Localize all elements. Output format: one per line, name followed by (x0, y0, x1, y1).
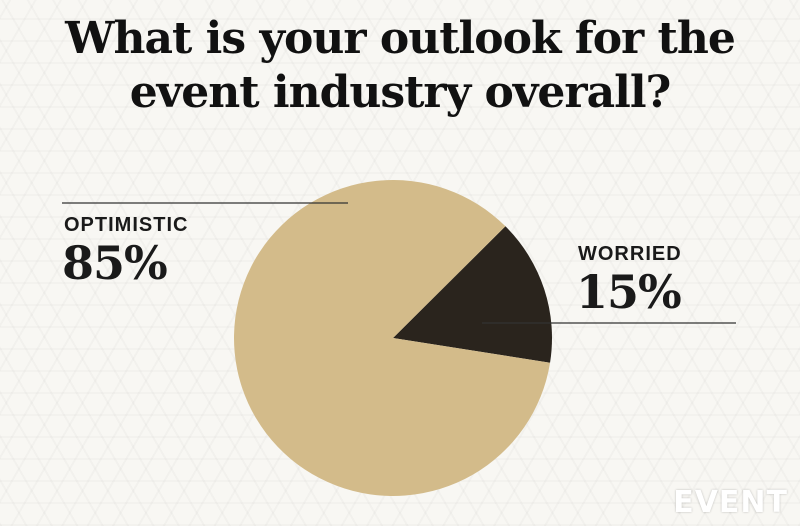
pie-slice-worried (393, 226, 552, 363)
title-line-2: event industry overall? (129, 67, 672, 118)
optimistic-label: OPTIMISTIC (64, 214, 189, 236)
optimistic-value: 85% (62, 236, 168, 290)
chart-title: What is your outlook for the event indus… (0, 12, 800, 120)
brand-logo: EVENT (673, 485, 788, 520)
title-line-1: What is your outlook for the (65, 13, 736, 64)
worried-label: WORRIED (578, 243, 682, 265)
pie-slices (233, 179, 552, 497)
pie-slice-optimistic (233, 179, 551, 497)
worried-value: 15% (576, 265, 682, 319)
